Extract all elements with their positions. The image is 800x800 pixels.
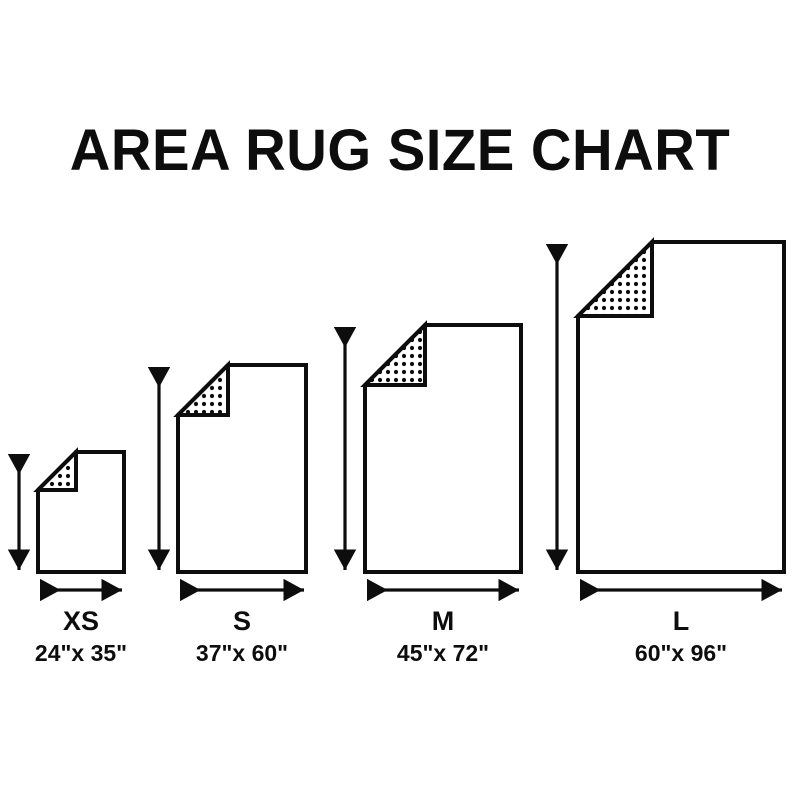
rug-size-name-l: L <box>672 606 690 636</box>
rug-shape-m <box>360 320 523 574</box>
rug-size-name-xs: XS <box>62 606 100 636</box>
rug-fold-outline-l <box>573 237 654 318</box>
rug-label-group-m: M 45"x 72" <box>313 606 573 667</box>
rug-shape-s <box>173 360 308 574</box>
rug-shape-l <box>573 237 786 574</box>
rug-size-dimensions-xs: 24"x 35" <box>34 640 128 666</box>
rug-shape-xs <box>33 447 126 574</box>
rug-size-dimensions-s: 37"x 60" <box>195 640 289 666</box>
rug-size-name-s: S <box>232 606 251 636</box>
rug-fold-outline-xs <box>33 447 78 492</box>
rug-label-group-s: S 37"x 60" <box>112 606 372 667</box>
rug-size-dimensions-m: 45"x 72" <box>396 640 490 666</box>
rug-fold-outline-m <box>360 320 427 387</box>
rug-size-name-m: M <box>431 606 455 636</box>
rug-label-group-l: L 60"x 96" <box>551 606 800 667</box>
page-title: AREA RUG SIZE CHART <box>69 118 731 183</box>
rug-body-xs <box>36 450 126 574</box>
rug-label-group-xs: XS 24"x 35" <box>0 606 211 667</box>
rug-fold-outline-s <box>173 360 230 417</box>
rug-size-dimensions-l: 60"x 96" <box>634 640 728 666</box>
